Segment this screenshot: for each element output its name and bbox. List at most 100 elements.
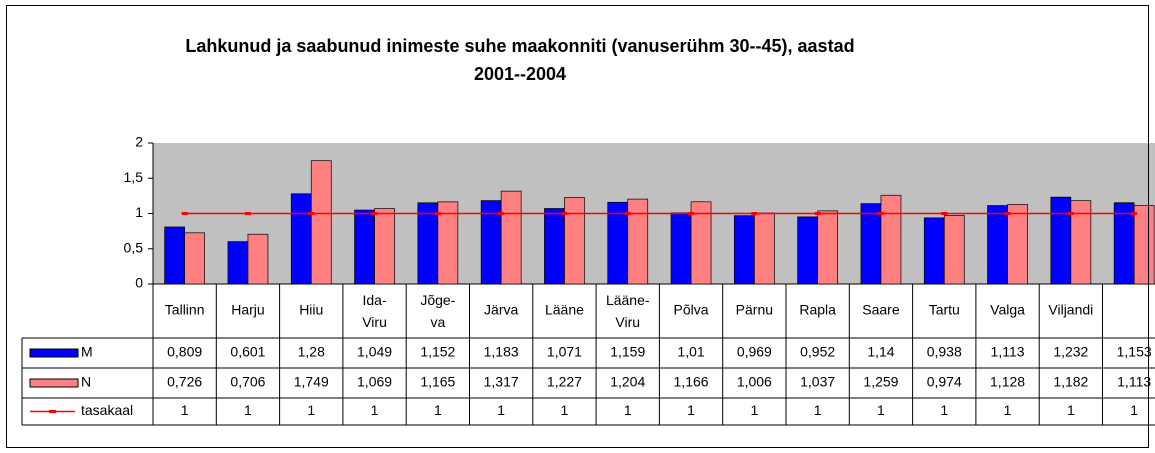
table-value: 1,069 [357, 374, 392, 390]
legend-label: N [81, 374, 91, 390]
table-value: 1,227 [547, 374, 582, 390]
frame-edge [6, 5, 1149, 448]
x-tick-label: Harju [231, 302, 264, 318]
bar [690, 201, 712, 285]
y-tick-label: 2 [135, 134, 143, 150]
table-value: 1,204 [610, 374, 645, 390]
table-value: 0,706 [230, 374, 265, 390]
table-value: 1 [181, 402, 189, 418]
line-marker [434, 212, 441, 215]
line-marker [877, 212, 884, 215]
table-value: 1,153 [1117, 344, 1152, 360]
x-tick-label: Tallinn [165, 302, 205, 318]
bar [374, 208, 395, 285]
line-marker [814, 212, 821, 215]
bar [544, 208, 565, 285]
bar [227, 241, 249, 285]
table-value: 0,952 [800, 344, 835, 360]
x-tick-label: Ida-Viru [362, 292, 387, 330]
x-tick-label: Pärnu [736, 302, 773, 318]
table-value: 1 [750, 402, 758, 418]
chart-title: Lahkunud ja saabunud inimeste suhe maako… [185, 36, 854, 84]
table-value: 1,159 [610, 344, 645, 360]
x-tick-label: Rapla [799, 302, 836, 318]
table-value: 1 [940, 402, 948, 418]
legend-swatch [29, 378, 79, 388]
bar [987, 205, 1008, 285]
bar [1007, 204, 1028, 285]
table-value: 1 [624, 402, 632, 418]
table-value: 1 [877, 402, 885, 418]
table-value: 1,749 [294, 374, 329, 390]
bar [437, 201, 459, 285]
line-marker [751, 212, 758, 215]
x-tick-label: Lääne-Viru [606, 292, 650, 330]
table-value: 1,037 [800, 374, 835, 390]
bar [860, 203, 882, 285]
bar [290, 193, 312, 285]
bar [164, 226, 185, 285]
table-value: 1,071 [547, 344, 582, 360]
table-value: 1,317 [484, 374, 519, 390]
bar [184, 232, 205, 285]
bar [627, 198, 649, 285]
table-value: 1,152 [420, 344, 455, 360]
table-value: 1,113 [991, 344, 1025, 360]
table-value: 1,182 [1053, 374, 1088, 390]
table-value: 1 [307, 402, 315, 418]
bar [564, 197, 585, 285]
table-value: 0,974 [927, 374, 962, 390]
x-tick-label: Järva [484, 302, 518, 318]
table-value: 1,128 [990, 374, 1025, 390]
table-value: 1,01 [677, 344, 704, 360]
table-value: 1 [1067, 402, 1075, 418]
legend-swatch [29, 348, 79, 358]
legend-label: tasakaal [81, 402, 133, 418]
line-marker [371, 212, 378, 215]
line-marker [688, 212, 695, 215]
x-tick-label: Valga [990, 302, 1025, 318]
x-tick-label: Viljandi [1048, 302, 1093, 318]
x-tick-label: Põlva [674, 302, 709, 318]
y-tick-label: 1 [135, 204, 143, 220]
y-tick-label: 0 [135, 275, 143, 291]
table-value: 1,14 [867, 344, 894, 360]
table-value: 1 [1004, 402, 1012, 418]
bar [797, 216, 819, 285]
x-tick-label: Lääne [545, 302, 584, 318]
y-tick-label: 0,5 [124, 239, 144, 255]
line-marker [498, 212, 505, 215]
x-tick-label: Saare [862, 302, 900, 318]
line-marker [181, 212, 188, 215]
table-value: 0,601 [230, 344, 265, 360]
line-marker [1004, 212, 1011, 215]
table-value: 1 [1130, 402, 1138, 418]
table-value: 1 [814, 402, 822, 418]
line-marker [1131, 212, 1138, 215]
table-value: 1 [371, 402, 379, 418]
bar [500, 190, 522, 285]
line-marker [1067, 212, 1074, 215]
table-value: 1 [687, 402, 695, 418]
bar [943, 214, 965, 285]
table-value: 0,969 [737, 344, 772, 360]
table-value: 0,938 [927, 344, 962, 360]
line-marker [308, 212, 315, 215]
x-tick-label: Hiiu [299, 302, 323, 318]
table-value: 1,165 [420, 374, 455, 390]
table-value: 1,113 [1117, 374, 1151, 390]
table-value: 1,232 [1053, 344, 1088, 360]
bar [354, 209, 375, 285]
bar [733, 215, 755, 285]
table-value: 1,006 [737, 374, 772, 390]
table-value: 1,049 [357, 344, 392, 360]
table-value: 1,166 [674, 374, 709, 390]
x-tick-label: Tartu [929, 302, 960, 318]
table-value: 1,259 [863, 374, 898, 390]
bar [880, 194, 902, 285]
bar [1070, 200, 1092, 285]
table-value: 1,183 [484, 344, 519, 360]
line-marker [561, 212, 568, 215]
bar [1133, 205, 1155, 285]
